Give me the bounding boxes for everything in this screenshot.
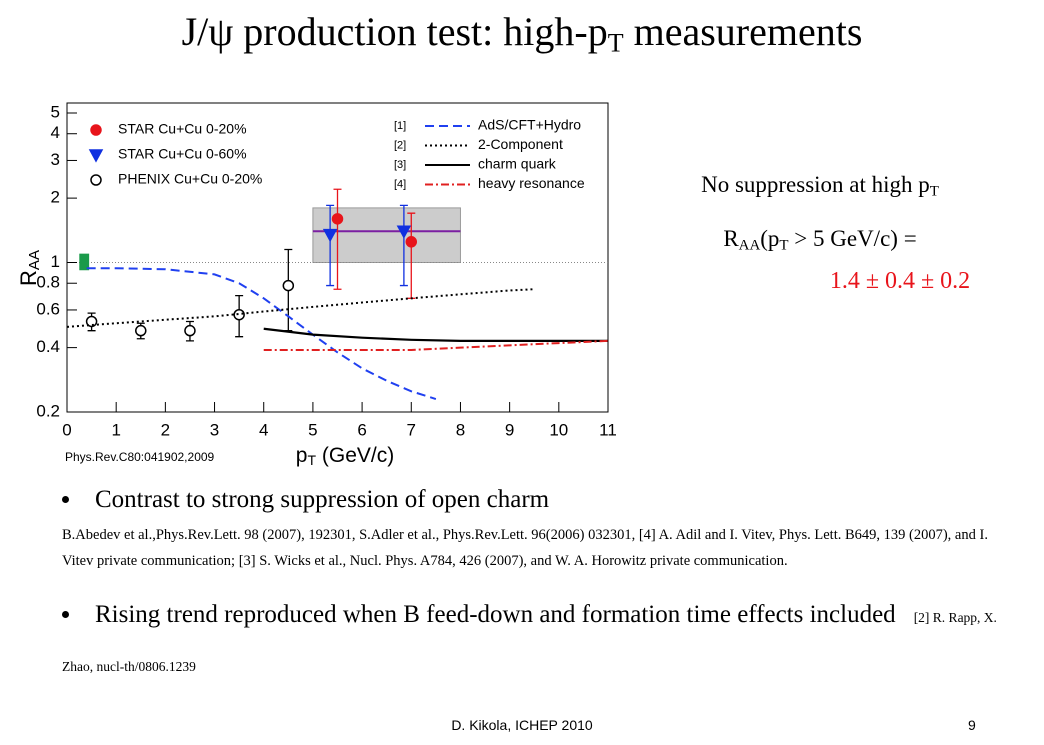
summary-text: R [723, 226, 739, 251]
summary-line: No suppression at high pT [610, 172, 1030, 201]
reference-note: B.Abedev et al.,Phys.Rev.Lett. 98 (2007)… [62, 527, 988, 569]
x-tick-label: 10 [549, 420, 568, 439]
legend-label: heavy resonance [478, 175, 585, 191]
model-curve [86, 267, 437, 400]
error-bar [399, 204, 408, 287]
normalization-box [79, 253, 90, 271]
y-tick-label: 0.8 [36, 273, 60, 292]
title-text: J/ψ production test: high-p [181, 9, 608, 54]
y-tick-label: 2 [51, 188, 60, 207]
x-tick-label: 11 [599, 420, 617, 439]
x-label-part: T [307, 452, 316, 468]
x-tick-label: 8 [456, 420, 465, 439]
legend-ref: [4] [394, 178, 406, 190]
source-label: Phys.Rev.C80:041902,2009 [65, 450, 215, 464]
model-curve [66, 288, 535, 328]
y-tick-label: 5 [51, 102, 60, 121]
data-point [322, 228, 338, 243]
legend-label: STAR Cu+Cu 0-60% [118, 146, 247, 162]
y-axis-label: RAA [16, 250, 43, 286]
chart: 0.2 0.4 0.6 0.8 1 2 3 4 5 0 1 2 3 4 5 6 7 8 9 10 11 pT (GeV/c… [16, 102, 617, 468]
x-tick-label: 7 [407, 420, 416, 439]
summary-result: 1.4 ± 0.4 ± 0.2 [829, 268, 971, 294]
bullet: Rising trend reproduced when B feed-down… [62, 592, 1002, 690]
legend-ref: [1] [394, 120, 406, 132]
y-label-part: R [16, 270, 41, 286]
summary-line: RAA(pT > 5 GeV/c) = [610, 226, 1030, 255]
legend-marker [90, 174, 102, 186]
data-point [396, 225, 412, 239]
footer-author: D. Kikola, ICHEP 2010 [451, 717, 593, 733]
error-bar [333, 188, 342, 290]
y-tick-label: 3 [51, 150, 60, 169]
legend-label: charm quark [478, 156, 557, 172]
legend-label: AdS/CFT+Hydro [478, 117, 581, 133]
y-label-part: AA [26, 250, 43, 270]
title-sub: T [607, 28, 624, 58]
data-point [135, 324, 147, 337]
summary-text: (p [760, 226, 780, 251]
summary-sub: T [929, 183, 939, 200]
summary-sub: T [779, 237, 789, 254]
x-tick-label: 3 [210, 420, 219, 439]
x-tick-label: 9 [505, 420, 514, 439]
bullet: Contrast to strong suppression of open c… [62, 480, 1002, 574]
summary-text: > 5 GeV/c) = [788, 226, 917, 251]
data-point [331, 213, 344, 225]
legend-label: 2-Component [478, 136, 563, 152]
y-tick-label: 4 [51, 123, 60, 142]
legend-label: STAR Cu+Cu 0-20% [118, 121, 247, 137]
x-tick-label: 2 [161, 420, 170, 439]
y-tick-label: 0.6 [36, 299, 60, 318]
x-tick-label: 0 [62, 420, 71, 439]
data-point [405, 236, 418, 248]
x-tick-label: 1 [111, 420, 120, 439]
x-label-part: p [296, 444, 308, 467]
legend-marker [90, 124, 102, 136]
data-point [85, 315, 98, 328]
data-point [184, 324, 196, 337]
legend-marker [88, 149, 104, 163]
legend-ref: [3] [394, 159, 406, 171]
title-text: measurements [623, 9, 863, 54]
x-axis-label: pT (GeV/c) [296, 444, 394, 468]
summary-text: No suppression at high p [701, 172, 930, 197]
y-tick-label: 0.2 [36, 401, 60, 420]
model-curve [263, 327, 608, 342]
x-tick-label: 5 [308, 420, 317, 439]
data-point [233, 308, 245, 321]
reference-note: [2] R. Rapp, X. Zhao, nucl-th/0806.1239 [62, 610, 997, 674]
bullet-text: Contrast to strong suppression of open c… [95, 486, 550, 513]
bullet-text: Rising trend reproduced when B feed-down… [95, 601, 896, 628]
slide-title: J/ψ production test: high-pT measurement… [0, 8, 1044, 59]
model-curve [263, 339, 609, 351]
page-number: 9 [968, 717, 976, 733]
legend-ref: [2] [394, 139, 406, 151]
bullet-list: Contrast to strong suppression of open c… [62, 480, 1002, 690]
x-label-part: (GeV/c) [316, 444, 394, 467]
error-bar [326, 204, 335, 287]
x-tick-label: 4 [259, 420, 268, 439]
legend-label: PHENIX Cu+Cu 0-20% [118, 171, 262, 187]
summary-sub: AA [738, 237, 761, 254]
y-tick-label: 0.4 [36, 337, 60, 356]
y-tick-label: 1 [51, 252, 60, 271]
data-point [282, 279, 295, 292]
x-tick-label: 6 [357, 420, 366, 439]
